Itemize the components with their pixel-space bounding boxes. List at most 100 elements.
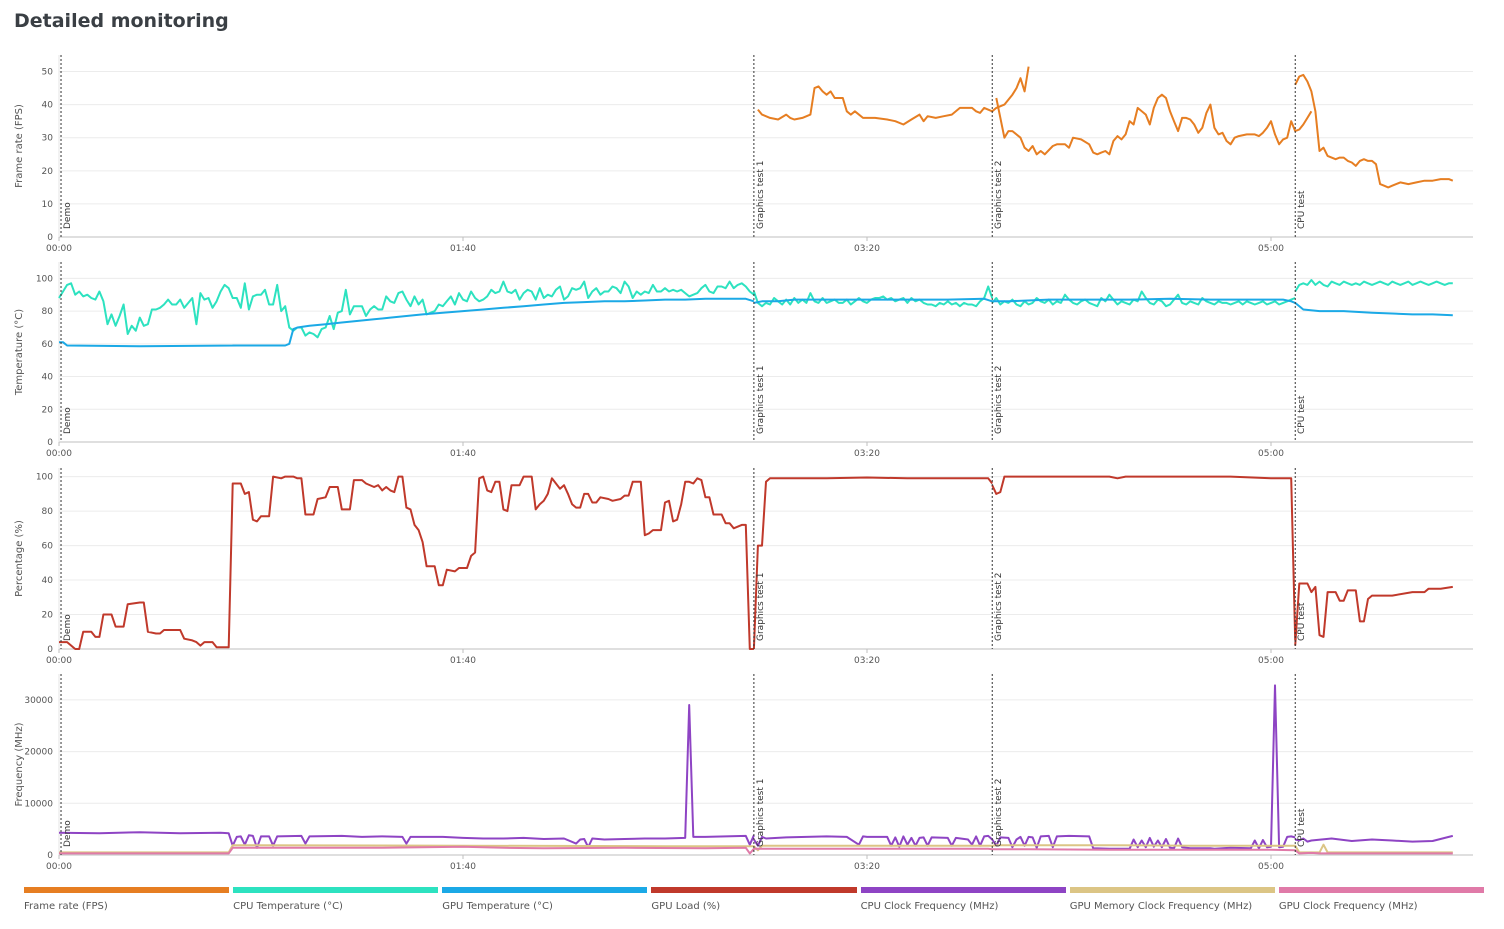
x-tick-label: 00:00: [46, 656, 72, 666]
series-line-1-segment-1: [58, 704, 755, 849]
y-tick-label: 0: [47, 851, 53, 861]
y-tick-label: 30: [42, 134, 54, 144]
legend-item[interactable]: GPU Clock Frequency (MHz): [1278, 887, 1484, 912]
x-tick-label: 00:00: [46, 244, 72, 254]
series-line-2-segment-4: [1294, 302, 1453, 317]
series-line-1-segment-2: [752, 285, 994, 308]
legend-item[interactable]: CPU Temperature (°C): [233, 887, 439, 912]
test-marker-label: Demo: [63, 202, 73, 229]
test-marker-label: Graphics test 1: [756, 779, 766, 847]
test-marker-label: CPU test: [1297, 395, 1307, 434]
test-marker-label: Graphics test 2: [994, 573, 1004, 641]
y-axis-label: Frequency (MHz): [14, 722, 25, 806]
legend-label: GPU Clock Frequency (MHz): [1278, 901, 1418, 912]
y-axis-label: Percentage (%): [14, 520, 25, 597]
y-tick-label: 20: [42, 611, 54, 621]
test-marker-label: CPU test: [1297, 602, 1307, 641]
x-tick-label: 05:00: [1258, 449, 1284, 459]
test-marker-label: Demo: [63, 407, 73, 434]
y-tick-label: 100: [36, 473, 53, 483]
test-marker-label: Graphics test 2: [994, 366, 1004, 434]
x-tick-label: 01:40: [450, 244, 476, 254]
x-tick-label: 00:00: [46, 449, 72, 459]
legend-swatch: [233, 887, 439, 893]
x-tick-label: 01:40: [450, 656, 476, 666]
y-tick-label: 0: [47, 233, 53, 243]
legend-item[interactable]: GPU Load (%): [651, 887, 857, 912]
chart-panel-3: 0 20 40 60 80 100 00:00 01:40 03:20 05:00 Percenta…: [14, 468, 1473, 666]
legend-swatch: [1278, 887, 1484, 893]
y-tick-label: 0: [47, 438, 53, 448]
x-tick-label: 03:20: [854, 244, 880, 254]
test-marker-label: CPU test: [1297, 190, 1307, 229]
y-tick-label: 60: [42, 340, 54, 350]
legend-item[interactable]: GPU Temperature (°C): [442, 887, 648, 912]
x-tick-label: 01:40: [450, 449, 476, 459]
legend-item[interactable]: Frame rate (FPS): [24, 887, 230, 912]
x-tick-label: 03:20: [854, 862, 880, 872]
series-line-1-segment-4: [1294, 582, 1453, 646]
legend-item[interactable]: CPU Clock Frequency (MHz): [860, 887, 1066, 912]
legend-item[interactable]: GPU Memory Clock Frequency (MHz): [1069, 887, 1275, 912]
series-line-1-segment-2: [752, 476, 993, 650]
series-line-1-segment-3: [1294, 73, 1454, 189]
y-tick-label: 50: [42, 68, 54, 78]
x-tick-label: 05:00: [1258, 244, 1284, 254]
test-marker-label: Demo: [63, 820, 73, 847]
y-tick-label: 20: [42, 405, 54, 415]
legend-label: CPU Temperature (°C): [233, 901, 343, 912]
chart-panel-4: 0 10000 20000 30000 00:00 01:40 03:20 05:00 Freq…: [14, 674, 1473, 872]
chart-panel-2: 0 20 40 60 80 100 00:00 01:40 03:20 05:00 Temperat…: [14, 262, 1473, 459]
x-tick-label: 05:00: [1258, 656, 1284, 666]
legend-label: GPU Memory Clock Frequency (MHz): [1069, 901, 1253, 912]
legend-label: CPU Clock Frequency (MHz): [860, 901, 999, 912]
legend-swatch: [24, 887, 230, 893]
series-line-1-segment-1: [59, 475, 754, 650]
x-tick-label: 03:20: [854, 449, 880, 459]
test-marker-label: Graphics test 1: [756, 573, 766, 641]
y-tick-label: 20: [42, 167, 54, 177]
legend-swatch: [651, 887, 857, 893]
y-tick-label: 10: [42, 200, 54, 210]
test-marker-label: Graphics test 2: [994, 779, 1004, 847]
series-line-1-segment-1: [58, 280, 755, 339]
legend-label: Frame rate (FPS): [24, 901, 108, 912]
series-line-1-segment-1: [757, 66, 1030, 126]
series-line-1-segment-3: [991, 290, 1296, 308]
x-tick-label: 05:00: [1258, 862, 1284, 872]
test-marker-label: Demo: [63, 614, 73, 641]
y-tick-label: 0: [47, 645, 53, 655]
test-marker-label: Graphics test 2: [994, 161, 1004, 229]
y-tick-label: 20000: [24, 748, 53, 758]
series-line-1-segment-4: [1294, 834, 1454, 843]
test-marker-label: Graphics test 1: [756, 366, 766, 434]
chart-panel-1: 0 10 20 30 40 50 00:00 01:40 03:20 05:00 Frame rat…: [14, 55, 1473, 254]
monitoring-charts: 0 10 20 30 40 50 00:00 01:40 03:20 05:00 Frame rat…: [14, 55, 1473, 872]
y-tick-label: 40: [42, 101, 54, 111]
legend: Frame rate (FPS) CPU Temperature (°C) GPU …: [24, 887, 1484, 912]
x-tick-label: 03:20: [854, 656, 880, 666]
y-tick-label: 80: [42, 507, 54, 517]
y-axis-label: Temperature (°C): [14, 309, 25, 396]
series-line-2-segment-2: [753, 297, 993, 304]
series-line-1-segment-4: [1294, 279, 1453, 293]
y-tick-label: 30000: [24, 696, 53, 706]
series-line-2-segment-3: [992, 297, 1296, 304]
x-tick-label: 01:40: [450, 862, 476, 872]
series-line-1-segment-3: [991, 475, 1297, 641]
page-title: Detailed monitoring: [14, 10, 229, 32]
legend-swatch: [1069, 887, 1275, 893]
series-line-2-segment-1: [59, 297, 755, 348]
test-marker-label: CPU test: [1297, 808, 1307, 847]
y-tick-label: 80: [42, 307, 54, 317]
series-line-1-segment-3: [991, 684, 1296, 850]
y-tick-label: 10000: [24, 799, 53, 809]
x-tick-label: 00:00: [46, 862, 72, 872]
legend-swatch: [442, 887, 648, 893]
y-axis-label: Frame rate (FPS): [14, 104, 25, 188]
legend-label: GPU Load (%): [651, 901, 721, 912]
y-tick-label: 100: [36, 274, 53, 284]
y-tick-label: 60: [42, 542, 54, 552]
legend-swatch: [860, 887, 1066, 893]
test-marker-label: Graphics test 1: [756, 161, 766, 229]
